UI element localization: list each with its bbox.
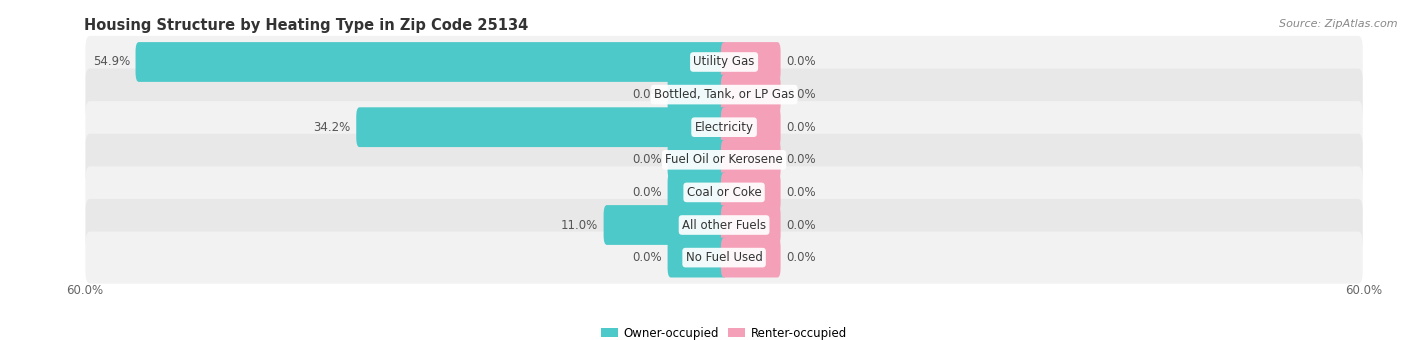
Text: 0.0%: 0.0% [786, 55, 815, 68]
FancyBboxPatch shape [603, 205, 727, 245]
Text: Coal or Coke: Coal or Coke [686, 186, 762, 199]
Text: 0.0%: 0.0% [786, 219, 815, 232]
FancyBboxPatch shape [668, 75, 727, 115]
FancyBboxPatch shape [721, 238, 780, 277]
FancyBboxPatch shape [721, 75, 780, 115]
Text: Utility Gas: Utility Gas [693, 55, 755, 68]
FancyBboxPatch shape [86, 166, 1362, 219]
Text: 0.0%: 0.0% [633, 153, 662, 166]
Text: 54.9%: 54.9% [93, 55, 131, 68]
FancyBboxPatch shape [668, 172, 727, 212]
Text: 0.0%: 0.0% [786, 153, 815, 166]
Text: 0.0%: 0.0% [633, 251, 662, 264]
Text: 0.0%: 0.0% [786, 186, 815, 199]
Text: 0.0%: 0.0% [633, 88, 662, 101]
Text: Fuel Oil or Kerosene: Fuel Oil or Kerosene [665, 153, 783, 166]
Text: 0.0%: 0.0% [786, 88, 815, 101]
FancyBboxPatch shape [721, 140, 780, 180]
Text: 11.0%: 11.0% [561, 219, 599, 232]
FancyBboxPatch shape [721, 172, 780, 212]
FancyBboxPatch shape [668, 238, 727, 277]
Text: Housing Structure by Heating Type in Zip Code 25134: Housing Structure by Heating Type in Zip… [84, 18, 529, 33]
Text: 0.0%: 0.0% [786, 251, 815, 264]
FancyBboxPatch shape [86, 134, 1362, 186]
FancyBboxPatch shape [86, 232, 1362, 284]
FancyBboxPatch shape [356, 107, 727, 147]
Text: 34.2%: 34.2% [314, 121, 352, 134]
Text: 0.0%: 0.0% [786, 121, 815, 134]
FancyBboxPatch shape [86, 101, 1362, 153]
Text: Source: ZipAtlas.com: Source: ZipAtlas.com [1279, 19, 1398, 29]
Text: Electricity: Electricity [695, 121, 754, 134]
FancyBboxPatch shape [721, 107, 780, 147]
FancyBboxPatch shape [86, 199, 1362, 251]
FancyBboxPatch shape [721, 42, 780, 82]
FancyBboxPatch shape [721, 205, 780, 245]
Text: No Fuel Used: No Fuel Used [686, 251, 762, 264]
Legend: Owner-occupied, Renter-occupied: Owner-occupied, Renter-occupied [600, 326, 848, 340]
FancyBboxPatch shape [86, 36, 1362, 88]
Text: Bottled, Tank, or LP Gas: Bottled, Tank, or LP Gas [654, 88, 794, 101]
Text: 0.0%: 0.0% [633, 186, 662, 199]
FancyBboxPatch shape [668, 140, 727, 180]
FancyBboxPatch shape [135, 42, 727, 82]
Text: All other Fuels: All other Fuels [682, 219, 766, 232]
FancyBboxPatch shape [86, 69, 1362, 121]
